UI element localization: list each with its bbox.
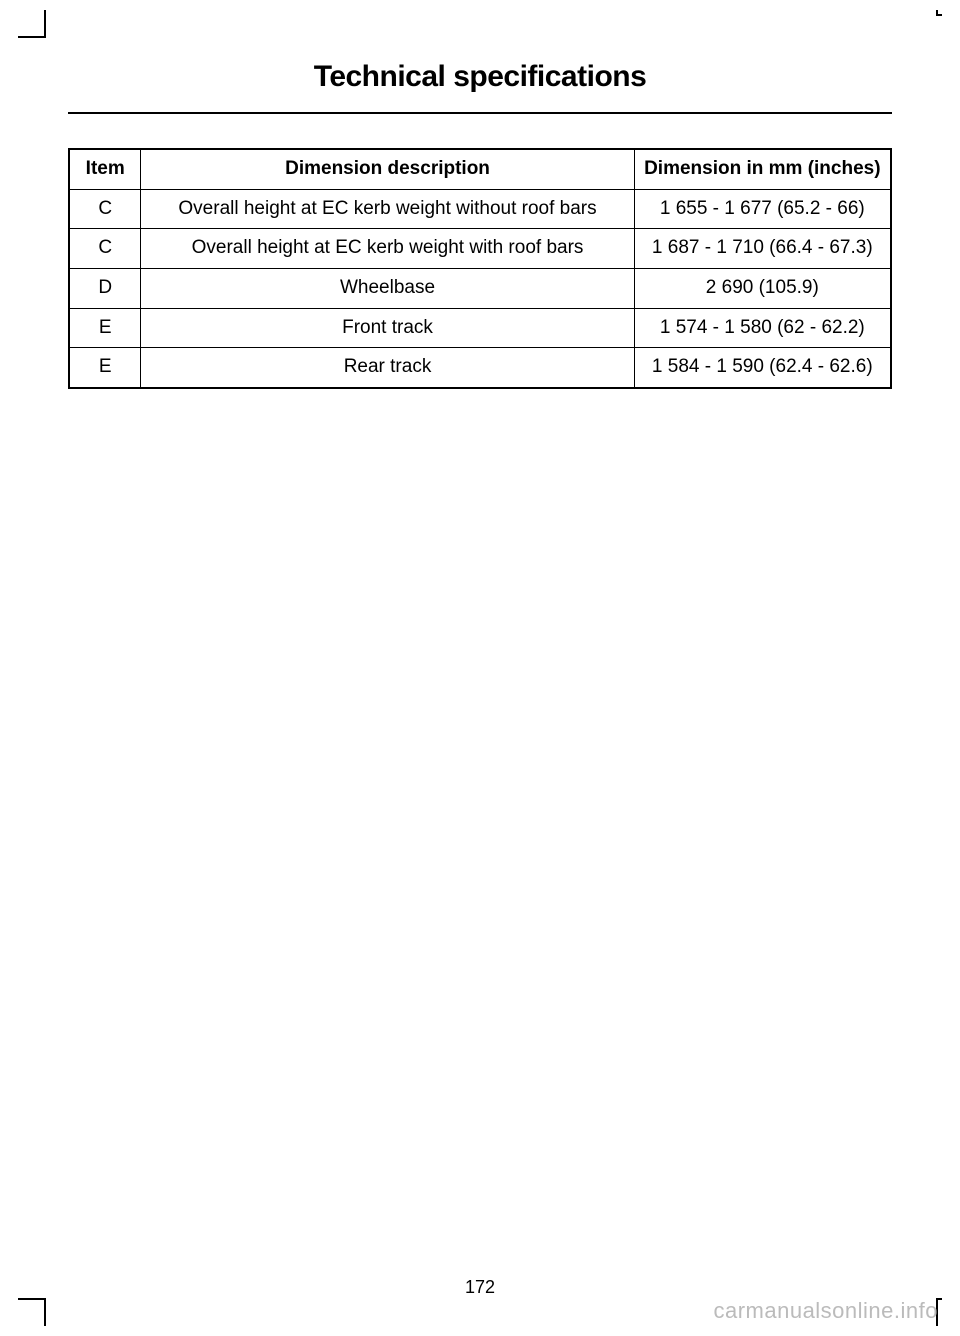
table-row: C Overall height at EC kerb weight with …	[69, 229, 891, 269]
header-dimension: Dimension in mm (inches)	[634, 149, 891, 189]
cell-dimension: 2 690 (105.9)	[634, 269, 891, 309]
cell-description: Overall height at EC kerb weight without…	[141, 189, 634, 229]
cell-description: Rear track	[141, 348, 634, 388]
cell-item: E	[69, 308, 141, 348]
cell-dimension: 1 584 - 1 590 (62.4 - 62.6)	[634, 348, 891, 388]
watermark: carmanualsonline.info	[713, 1298, 938, 1324]
cell-item: E	[69, 348, 141, 388]
table-row: E Front track 1 574 - 1 580 (62 - 62.2)	[69, 308, 891, 348]
cell-item: C	[69, 189, 141, 229]
header-item: Item	[69, 149, 141, 189]
cell-dimension: 1 655 - 1 677 (65.2 - 66)	[634, 189, 891, 229]
cell-dimension: 1 687 - 1 710 (66.4 - 67.3)	[634, 229, 891, 269]
cell-item: D	[69, 269, 141, 309]
table-row: C Overall height at EC kerb weight witho…	[69, 189, 891, 229]
header-description: Dimension description	[141, 149, 634, 189]
cell-item: C	[69, 229, 141, 269]
crop-mark-top-left	[18, 10, 46, 38]
table-row: E Rear track 1 584 - 1 590 (62.4 - 62.6)	[69, 348, 891, 388]
page-title: Technical specifications	[68, 60, 892, 94]
crop-mark-bottom-left	[18, 1298, 46, 1326]
table-header-row: Item Dimension description Dimension in …	[69, 149, 891, 189]
page-number: 172	[0, 1277, 960, 1298]
cell-description: Front track	[141, 308, 634, 348]
cell-dimension: 1 574 - 1 580 (62 - 62.2)	[634, 308, 891, 348]
cell-description: Overall height at EC kerb weight with ro…	[141, 229, 634, 269]
page-content: Technical specifications Item Dimension …	[0, 0, 960, 419]
crop-mark-top-right	[936, 10, 942, 16]
specifications-table: Item Dimension description Dimension in …	[68, 148, 892, 389]
table-row: D Wheelbase 2 690 (105.9)	[69, 269, 891, 309]
title-divider	[68, 112, 892, 114]
cell-description: Wheelbase	[141, 269, 634, 309]
